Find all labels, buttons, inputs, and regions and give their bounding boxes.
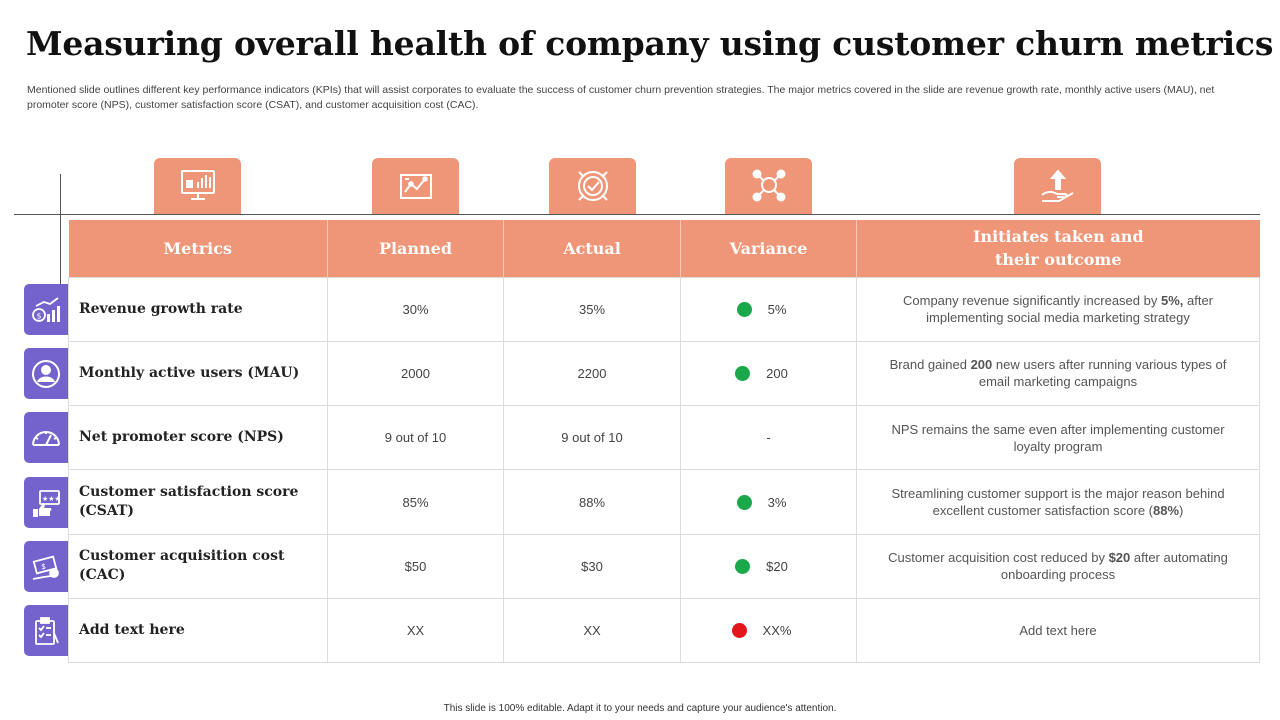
hand-growth-icon [1014, 158, 1101, 214]
clipboard-checklist-icon [24, 605, 68, 656]
header-divider [14, 214, 1260, 215]
outcome-text: Add text here [856, 597, 1260, 664]
actual-value: XX [503, 597, 681, 664]
variance-value: 3% [767, 494, 787, 510]
table-row: Customer acquisition cost (CAC) $50 $30 … [68, 533, 1260, 599]
variance-cell: 5% [680, 276, 857, 342]
metric-name: Revenue growth rate [68, 276, 328, 342]
outcome-text: Brand gained 200 new users after running… [856, 340, 1260, 407]
actual-value: $30 [503, 533, 681, 599]
table-row: Revenue growth rate 30% 35% 5% Company r… [68, 276, 1260, 342]
slide-subtitle: Mentioned slide outlines different key p… [27, 84, 1215, 111]
planned-value: 30% [327, 276, 504, 342]
planned-value: 2000 [327, 340, 504, 407]
planned-value: 85% [327, 469, 504, 535]
variance-value: XX% [762, 623, 792, 639]
variance-value: $20 [766, 558, 788, 574]
metric-name: Customer satisfaction score (CSAT) [68, 469, 328, 535]
variance-value: 200 [766, 365, 788, 381]
outcome-text-part: Streamlining customer support is the maj… [891, 486, 1225, 519]
outcome-text-part: after implementing social media marketin… [926, 293, 1213, 326]
presentation-chart-icon [154, 158, 241, 214]
slide-footer: This slide is 100% editable. Adapt it to… [443, 703, 837, 714]
actual-value: 2200 [503, 340, 681, 407]
vertical-divider [60, 174, 61, 284]
satisfaction-rating-icon: ★★★ [24, 477, 68, 528]
outcome-highlight: 5%, [1160, 293, 1184, 309]
map-chart-icon [372, 158, 459, 214]
outcome-text-part: Customer acquisition cost reduced by [888, 550, 1109, 566]
header-variance: Variance [680, 220, 857, 277]
actual-value: 9 out of 10 [503, 405, 681, 471]
acquisition-cost-icon: $ [24, 541, 68, 592]
revenue-growth-icon: $ [24, 284, 68, 335]
header-metrics: Metrics [68, 220, 328, 277]
planned-value: XX [327, 597, 504, 664]
metric-name: Add text here [68, 597, 328, 664]
outcome-text: Customer acquisition cost reduced by $20… [856, 533, 1260, 599]
header-outcome: Initiates taken and their outcome [856, 220, 1260, 277]
molecule-network-icon [725, 158, 812, 214]
outcome-highlight: 200 [970, 357, 993, 373]
status-dot [731, 623, 747, 639]
slide-title: Measuring overall health of company usin… [26, 24, 1274, 63]
variance-value: 5% [767, 301, 787, 317]
table-row: Customer satisfaction score (CSAT) 85% 8… [68, 469, 1260, 535]
status-dot [736, 301, 752, 317]
outcome-text-part: new users after running various types of… [978, 357, 1227, 390]
status-dot [735, 365, 751, 381]
outcome-text-part: ) [1179, 503, 1184, 519]
outcome-highlight: $20 [1108, 550, 1131, 566]
status-dot [736, 494, 752, 510]
table-header-row: Metrics Planned Actual Variance Initiate… [68, 220, 1260, 277]
header-planned: Planned [327, 220, 504, 277]
header-outcome-line1: Initiates taken and [972, 227, 1144, 247]
status-dot [735, 558, 751, 574]
actual-value: 35% [503, 276, 681, 342]
variance-cell: 3% [680, 469, 857, 535]
variance-cell: 200 [680, 340, 857, 407]
outcome-text: Company revenue significantly increased … [856, 276, 1260, 342]
outcome-text-part: Brand gained [889, 357, 971, 373]
header-outcome-line2: their outcome [995, 250, 1122, 270]
svg-text:$: $ [37, 311, 42, 320]
table-row: Net promoter score (NPS) 9 out of 10 9 o… [68, 405, 1260, 471]
metric-name: Monthly active users (MAU) [68, 340, 328, 407]
outcome-text-part: after automating onboarding process [1000, 550, 1228, 583]
outcome-highlight: 88% [1153, 503, 1180, 519]
outcome-text: NPS remains the same even after implemen… [856, 405, 1260, 471]
svg-text:★★★: ★★★ [42, 495, 61, 503]
metric-name: Customer acquisition cost (CAC) [68, 533, 328, 599]
planned-value: 9 out of 10 [327, 405, 504, 471]
kpi-table: Metrics Planned Actual Variance Initiate… [68, 220, 1260, 664]
actual-value: 88% [503, 469, 681, 535]
outcome-text: Streamlining customer support is the maj… [856, 469, 1260, 535]
svg-text:$: $ [41, 562, 46, 571]
gauge-icon [24, 412, 68, 463]
variance-cell: XX% [680, 597, 857, 664]
header-actual: Actual [503, 220, 681, 277]
variance-cell: $20 [680, 533, 857, 599]
active-users-icon [24, 348, 68, 399]
planned-value: $50 [327, 533, 504, 599]
table-row: Add text here XX XX XX% Add text here [68, 597, 1260, 664]
table-row: Monthly active users (MAU) 2000 2200 200… [68, 340, 1260, 407]
variance-value: - [680, 405, 857, 471]
target-check-icon [549, 158, 636, 214]
outcome-text-part: Company revenue significantly increased … [903, 293, 1161, 309]
metric-name: Net promoter score (NPS) [68, 405, 328, 471]
